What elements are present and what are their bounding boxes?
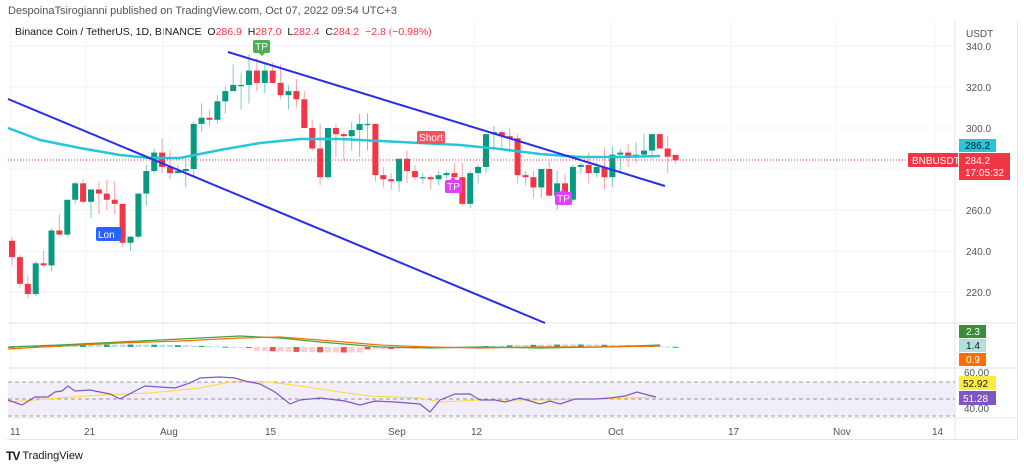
tradingview-logo-icon: TV	[6, 449, 20, 463]
macd-scale: 2.3 1.4 0.9	[959, 325, 986, 366]
short-label: Short	[417, 131, 445, 144]
tp-label-right: TP	[555, 189, 572, 205]
trendline-upper[interactable]	[227, 51, 666, 187]
macd-indicator	[7, 335, 679, 353]
footer-branding[interactable]: TV TradingView	[6, 449, 83, 463]
svg-text:340.0: 340.0	[966, 42, 991, 53]
svg-text:TP: TP	[557, 194, 570, 205]
last-price-label: 284.2	[965, 156, 990, 167]
svg-text:52.92: 52.92	[963, 379, 988, 390]
svg-text:1.4: 1.4	[966, 341, 980, 352]
tp-label-top: TP	[253, 40, 270, 56]
trendline-lower[interactable]	[7, 98, 546, 324]
svg-text:Sep: Sep	[388, 427, 406, 438]
svg-text:21: 21	[84, 427, 96, 438]
grid-lines	[8, 21, 955, 418]
countdown-label: 17:05:32	[965, 168, 1004, 179]
svg-text:17: 17	[728, 427, 740, 438]
svg-text:2.3: 2.3	[966, 327, 980, 338]
svg-text:220.0: 220.0	[966, 288, 991, 299]
moving-average-line	[7, 126, 661, 160]
svg-text:0.9: 0.9	[966, 355, 980, 366]
currency-label: USDT	[966, 29, 993, 40]
symbol-tag: BNBUSDT	[912, 156, 960, 167]
ma-price-label: 286.2	[965, 141, 990, 152]
long-label: Lon	[96, 227, 121, 241]
chart-frame	[7, 21, 1018, 440]
svg-text:60.00: 60.00	[964, 368, 989, 379]
time-axis[interactable]: 11 21 Aug 15 Sep 12 Oct 17 Nov 14	[10, 427, 944, 438]
publisher-line: DespoinaTsirogianni published on Trading…	[8, 5, 398, 17]
rsi-indicator	[7, 376, 657, 413]
svg-text:15: 15	[265, 427, 277, 438]
symbol-legend: Binance Coin / TetherUS, 1D, BINANCE O28…	[15, 26, 432, 38]
svg-text:14: 14	[932, 427, 944, 438]
low-value: 282.4	[293, 26, 320, 38]
svg-text:TP: TP	[255, 42, 268, 53]
svg-text:300.0: 300.0	[966, 124, 991, 135]
svg-text:12: 12	[471, 427, 483, 438]
svg-text:40.00: 40.00	[964, 404, 989, 415]
svg-text:Nov: Nov	[833, 427, 851, 438]
rsi-scale: 60.00 40.00 52.92 51.28	[959, 368, 996, 415]
symbol-description: Binance Coin / TetherUS, 1D, BINANCE	[15, 26, 202, 38]
open-value: 286.9	[215, 26, 242, 38]
svg-text:Aug: Aug	[160, 427, 178, 438]
svg-text:Lon: Lon	[98, 230, 115, 241]
svg-text:260.0: 260.0	[966, 206, 991, 217]
svg-text:240.0: 240.0	[966, 247, 991, 258]
price-scale[interactable]: USDT 340.0 320.0 300.0 260.0 240.0 220.0…	[908, 29, 1010, 299]
change-value: −2.8 (−0.98%)	[365, 26, 432, 38]
svg-text:Oct: Oct	[608, 427, 624, 438]
candlestick-series	[9, 54, 679, 299]
svg-text:Short: Short	[419, 133, 443, 144]
close-value: 284.2	[332, 26, 360, 38]
svg-text:TP: TP	[447, 182, 460, 193]
brand-name: TradingView	[22, 450, 83, 462]
svg-text:51.28: 51.28	[963, 394, 988, 405]
pane-separators	[8, 21, 1017, 440]
rsi-band	[8, 381, 955, 417]
svg-text:320.0: 320.0	[966, 83, 991, 94]
tp-label-mid: TP	[445, 177, 462, 193]
svg-text:11: 11	[10, 427, 21, 438]
